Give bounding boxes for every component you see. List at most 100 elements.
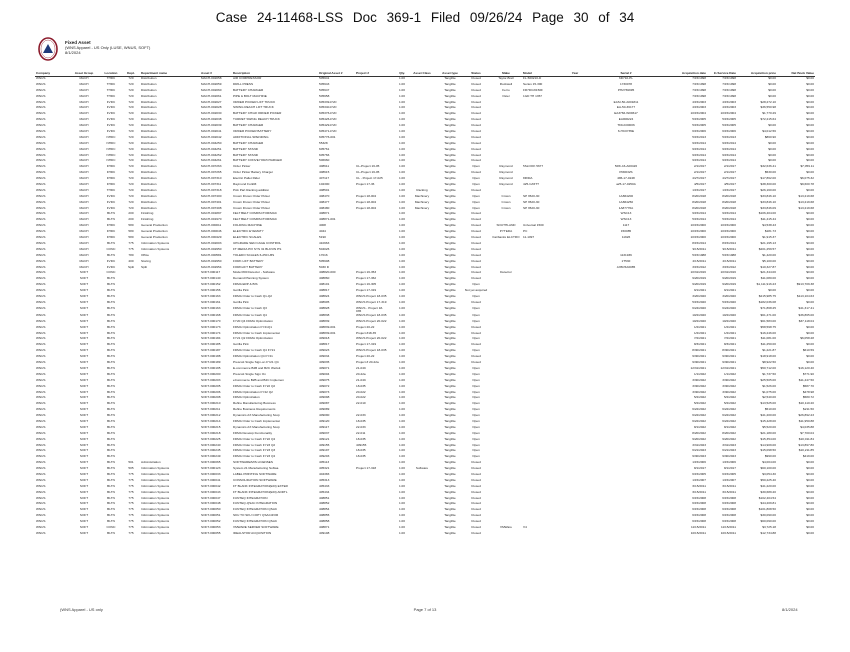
table-cell: 1.00 [398,165,405,169]
table-cell: Closed [471,212,481,216]
table-cell: MACH [79,100,89,104]
table-cell: Information Systems [141,241,170,245]
table-cell: WNUS [36,390,46,394]
table-cell: FVDC [106,112,116,116]
table-row: WNUS MACH NHDC 720 Distribution MACH-004250 BA… [35,142,815,148]
table-cell: MACH [79,247,89,251]
table-cell: SOFT-000033 [201,472,221,476]
table-cell: Open [472,443,480,447]
column-header: Original Asset # [318,70,355,77]
table-cell: Closed [471,82,481,86]
table-cell: VMWARE SERVER SOFTWARE [233,525,279,529]
table-cell: Closed [471,141,481,145]
table-cell: 1.00 [398,100,405,104]
table-cell: BLTN [107,390,115,394]
table-cell: FVDC [106,265,116,269]
table-cell: SOFT [79,372,89,376]
table-cell: Tangible [444,253,456,257]
company-seal-logo [38,37,58,61]
table-cell: 1.00 [398,319,405,323]
table-cell: Tangible [444,135,456,139]
table-cell: SOFT [79,414,89,418]
table-cell: Closed [471,218,481,222]
table-cell: $102,404.54 [758,496,776,500]
table-cell: Machinery [414,206,430,210]
table-cell: Project #18-35 [356,331,377,335]
table-cell: $0.00 [806,514,814,518]
table-cell: VMWare [500,525,512,529]
table-cell: BATTERY STAND [233,147,259,151]
table-cell: $0.00 [806,484,814,488]
table-cell: FHDC [106,230,116,234]
column-header: Asset Group [68,70,100,77]
table-row: WNUS MACH FVDC 400 Storing MACH-002950 FORK LI… [35,260,815,266]
table-cell: 8/3/2021 [693,343,706,347]
table-cell: Tangible [444,402,456,406]
table-cell: 9/15/2014 [692,212,706,216]
table-cell: SOFT [79,271,89,275]
table-cell: Closed [471,265,481,269]
table-cell: BLTN [107,378,115,382]
table-cell: Project 18-004 [356,194,377,198]
table-cell: SOFT-000050 [201,508,221,512]
table-cell: AIR COMPRESSOR [233,76,262,80]
table-cell: Order Picker [233,165,251,169]
table-cell: Open [472,194,480,198]
table-cell: FY20 Q4 FDMA Optimization [233,319,273,323]
table-row: WNUS SOFT BLTN SOFT-000173 FDMA Optimization… [35,326,815,332]
table-cell: System 21 Manufacturing Softwa [233,467,279,471]
table-row: WNUS SOFT BLTN 775 Information Systems SOFT-0… [35,520,815,526]
table-cell: 8/1/2022 [693,425,706,429]
table-cell: Tangible [444,349,456,353]
table-cell: 1.00 [398,443,405,447]
table-cell: Open [472,372,480,376]
table-cell: SOFT-000140 [201,277,221,281]
table-cell: $0.00 [806,141,814,145]
table-cell: MACH-001970 [201,218,222,222]
table-cell: BLTN [107,461,115,465]
table-cell: WNUS [36,331,46,335]
table-cell: $0.00 [806,236,814,240]
table-cell: SOFT-000208 [201,396,221,400]
table-cell: Distribution [141,194,157,198]
table-cell: $41,317.41 [798,306,814,310]
table-cell: $0.00 [806,171,814,175]
table-cell: 425-CA5TT [523,183,539,187]
table-cell: 720 [128,76,134,80]
table-cell: 6/15/2008 [692,508,706,512]
table-cell: BLTN [107,508,115,512]
table-cell: WNUS [36,300,46,304]
table-cell: $21,195.13 [760,241,776,245]
table-cell: 5SLOOK 5677 [523,165,544,169]
table-cell: 1.00 [398,218,405,222]
table-cell: 6/15/2008 [722,520,736,524]
table-cell: 409023 [319,349,330,353]
table-cell: $0.00 [806,88,814,92]
table-cell: WNUS [36,378,46,382]
table-cell: SOFT-000211 [201,408,221,412]
table-cell: WNUS [36,141,46,145]
table-cell: FDMA Order to Cash Implementat [233,419,280,423]
table-cell: WNUS [36,130,46,134]
table-cell: FDMA Order to Cash Q4 [233,313,267,317]
table-cell: Distribution [141,124,157,128]
table-cell: SOFT-000043 [201,490,221,494]
table-cell: 6/22/2022 [722,408,736,412]
table-cell: $0.00 [768,94,776,98]
table-cell: 9/15/2014 [722,153,736,157]
table-cell: WNUS [36,461,46,465]
table-cell: General Production [141,230,168,234]
table-cell: 501 [128,461,134,465]
table-cell: $60,100.00 [760,467,776,471]
table-cell: Tangible [444,106,456,110]
table-cell: 1.00 [398,402,405,406]
table-cell: Distribution [141,177,157,181]
table-cell: 8/20/2018 [692,200,706,204]
table-cell: 3/20/2020 [692,294,706,298]
table-cell: WNUS [36,361,46,365]
table-cell: SOFT [79,384,89,388]
table-cell: 9/20/2019 [722,277,736,281]
table-cell: FUNTEQ INTEGRATION QSAC [233,508,278,512]
table-cell: FDMA Optimization FY22 Q2 [233,390,273,394]
table-cell: WNUS [36,419,46,423]
